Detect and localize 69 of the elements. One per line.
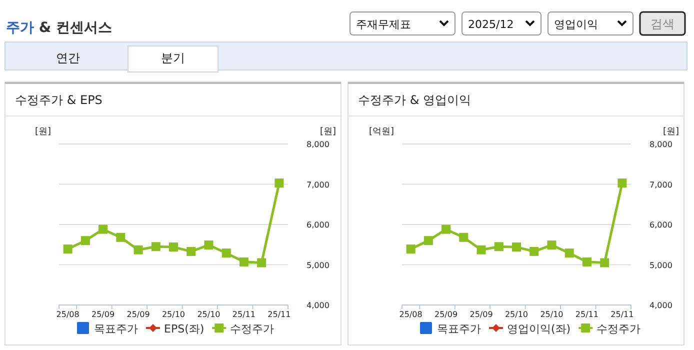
y2-tick-label: 4,000	[306, 301, 330, 310]
x-tick-label: 25/11	[610, 310, 634, 319]
point	[406, 244, 416, 254]
point	[274, 178, 284, 188]
x-tick-label: 25/10	[162, 310, 186, 319]
point	[80, 236, 90, 246]
point	[442, 224, 451, 234]
y2-tick-label: 7,000	[650, 180, 672, 190]
chart-title: 수정주가 & EPS	[15, 93, 102, 107]
y2-tick-label: 4,000	[650, 301, 672, 310]
legend-label: 수정주가	[230, 322, 274, 336]
y-axis-title: [원]	[34, 127, 51, 137]
point	[222, 248, 231, 258]
x-tick-label: 25/09	[92, 310, 115, 319]
x-tick-label: 25/11	[268, 310, 291, 319]
point	[204, 240, 214, 250]
point	[600, 258, 610, 268]
legend-label: 목표주가	[437, 322, 481, 336]
point	[239, 257, 248, 266]
text: 주가 & 컨센서스	[6, 20, 112, 36]
legend-label: EPS(좌)	[164, 322, 204, 336]
point	[186, 246, 196, 256]
point	[564, 248, 574, 258]
point	[257, 258, 266, 268]
y2-tick-label: 8,000	[650, 140, 672, 149]
point	[63, 244, 72, 254]
point	[169, 242, 178, 252]
x-tick-label: 25/08	[56, 310, 80, 319]
point	[459, 232, 468, 242]
y2-tick-label: 7,000	[306, 180, 330, 190]
point	[134, 245, 143, 254]
text: 검색	[650, 17, 674, 31]
legend-label: 영업이익(좌)	[507, 322, 571, 336]
y2-tick-label: 8,000	[306, 140, 330, 149]
y2-tick-label: 5,000	[650, 260, 672, 270]
text: 2025/12	[468, 18, 514, 31]
point	[424, 236, 433, 246]
text: 영업이익	[554, 18, 598, 31]
y2-tick-label: 6,000	[650, 220, 672, 230]
x-tick-label: 25/09	[126, 310, 150, 319]
point	[494, 242, 504, 252]
x-tick-label: 25/10	[540, 310, 564, 319]
x-tick-label: 25/11	[575, 310, 598, 319]
x-tick-label: 25/11	[232, 310, 256, 319]
y2-axis-title: [원]	[662, 127, 679, 137]
point	[151, 242, 160, 252]
text: 연간	[56, 51, 80, 65]
text: 주재무제표	[356, 18, 411, 31]
point	[547, 240, 556, 250]
legend-label: 목표주가	[94, 322, 138, 336]
x-tick-label: 25/08	[399, 310, 422, 319]
point	[98, 224, 108, 234]
y2-axis-title: [원]	[320, 127, 336, 137]
point	[618, 178, 627, 188]
x-tick-label: 25/09	[470, 310, 493, 319]
y2-tick-label: 5,000	[306, 260, 330, 270]
legend-label: 수정주가	[596, 322, 641, 336]
point	[512, 242, 521, 252]
x-tick-label: 25/10	[504, 310, 528, 319]
point	[530, 246, 539, 256]
point	[476, 245, 486, 254]
y-axis-title: [억원]	[368, 127, 394, 137]
y2-tick-label: 6,000	[306, 220, 330, 230]
point	[582, 257, 592, 266]
chart-title: 수정주가 & 영업이익	[358, 93, 471, 107]
text: 분기	[161, 51, 185, 65]
point	[116, 232, 126, 242]
x-tick-label: 25/09	[434, 310, 458, 319]
x-tick-label: 25/10	[197, 310, 220, 319]
